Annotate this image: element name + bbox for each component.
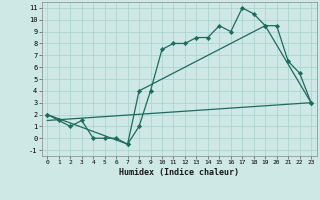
X-axis label: Humidex (Indice chaleur): Humidex (Indice chaleur) (119, 168, 239, 177)
